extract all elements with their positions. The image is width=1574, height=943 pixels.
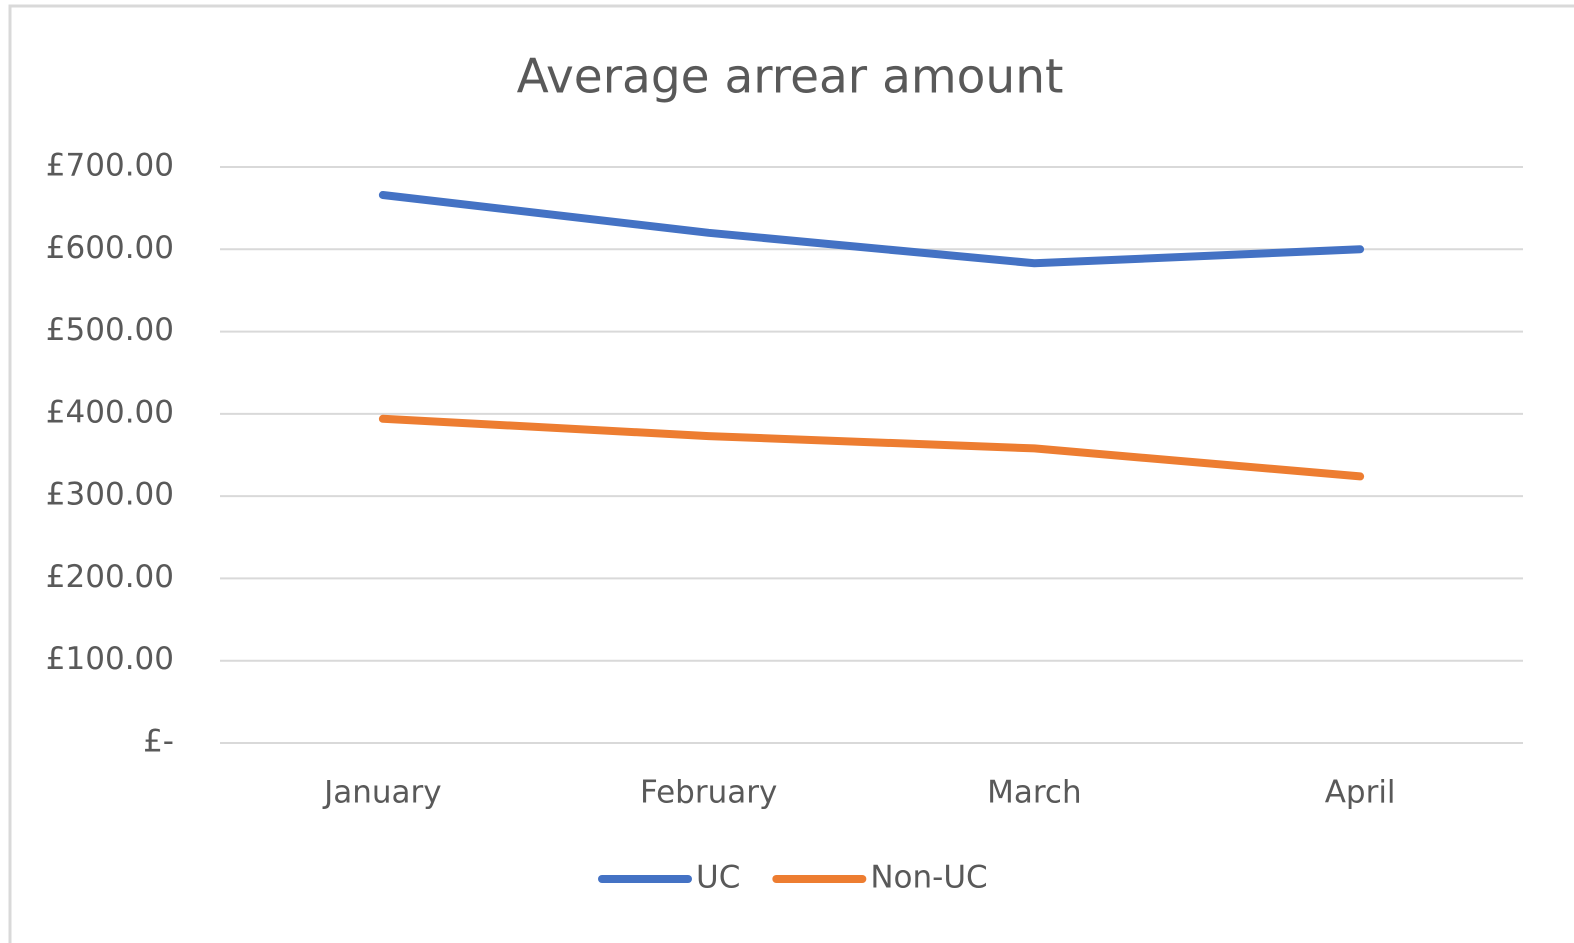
y-tick-label: £200.00	[46, 559, 174, 595]
y-tick-label: £400.00	[46, 394, 174, 430]
x-tick-label: March	[987, 775, 1082, 811]
legend-label: UC	[696, 860, 740, 896]
x-tick-label: January	[322, 775, 442, 811]
series-line	[378, 190, 1365, 268]
y-tick-label: £700.00	[46, 148, 174, 184]
x-tick-label: April	[1325, 775, 1396, 811]
y-tick-label: £600.00	[46, 230, 174, 266]
y-tick-label: £500.00	[46, 312, 174, 348]
chart-title: Average arrear amount	[517, 50, 1064, 105]
series-line	[378, 414, 1365, 481]
y-tick-label: £-	[143, 724, 174, 760]
y-tick-label: £300.00	[46, 477, 174, 513]
legend-label: Non-UC	[870, 860, 987, 896]
y-tick-label: £100.00	[46, 641, 174, 677]
x-tick-label: February	[640, 775, 777, 811]
